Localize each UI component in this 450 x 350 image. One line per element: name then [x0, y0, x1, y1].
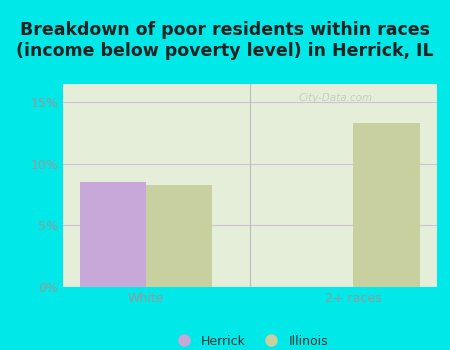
Text: City-Data.com: City-Data.com	[299, 93, 373, 103]
Bar	[353, 123, 419, 287]
Bar	[80, 182, 146, 287]
Legend: Herrick, Illinois: Herrick, Illinois	[166, 330, 333, 350]
Text: Breakdown of poor residents within races
(income below poverty level) in Herrick: Breakdown of poor residents within races…	[16, 21, 434, 60]
Bar	[146, 185, 212, 287]
